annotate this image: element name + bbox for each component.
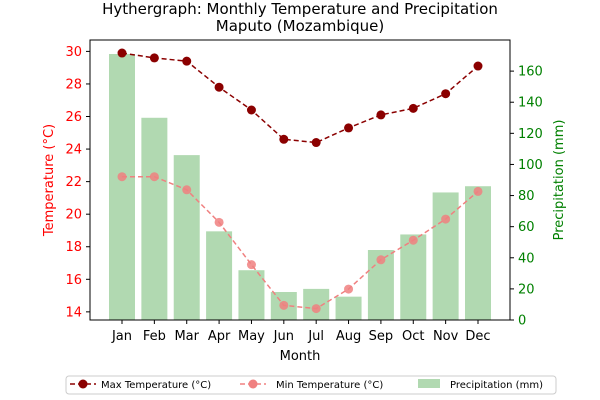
right-axis-ticks: 0 20 40 60 80 100 120 140 160	[510, 65, 543, 329]
x-tick-label: Jan	[111, 329, 132, 344]
precip-bar-dec	[465, 186, 491, 320]
x-axis-ticks: Jan Feb Mar Apr May Jun Jul Aug Sep Oct Nov Dec	[111, 320, 491, 344]
min-temp-point-sep	[376, 255, 386, 265]
right-tick-label: 80	[518, 189, 535, 204]
x-tick-label: Sep	[369, 329, 394, 344]
min-temp-point-aug	[344, 284, 354, 294]
precip-bar-nov	[432, 192, 459, 320]
chart-title: Hythergraph: Monthly Temperature and Pre…	[102, 0, 498, 18]
x-tick-label: Dec	[465, 329, 490, 344]
precip-bar-aug	[335, 296, 362, 320]
legend-precip-label: Precipitation (mm)	[450, 380, 543, 391]
right-axis-label: Precipitation (mm)	[552, 120, 567, 241]
right-tick-label: 100	[518, 158, 543, 173]
min-temp-point-oct	[408, 235, 418, 245]
max-temp-point-jun	[279, 134, 289, 144]
left-tick-label: 26	[65, 110, 82, 125]
left-tick-label: 30	[65, 45, 82, 60]
right-tick-label: 40	[518, 251, 535, 266]
legend-max-temp-label: Max Temperature (°C)	[101, 380, 211, 391]
x-tick-label: Oct	[402, 329, 424, 344]
precip-bar-jan	[109, 54, 135, 320]
precip-bar-mar	[173, 155, 200, 320]
max-temp-point-jul	[311, 138, 321, 148]
max-temp-line	[121, 52, 479, 144]
x-tick-label: Jun	[273, 329, 294, 344]
legend-max-temp-marker	[78, 379, 88, 389]
max-temp-point-dec	[473, 61, 483, 71]
precip-bar-oct	[400, 234, 427, 320]
precip-bar-apr	[206, 231, 233, 320]
min-temp-point-feb	[149, 172, 159, 182]
chart-subtitle: Maputo (Mozambique)	[216, 17, 384, 35]
right-tick-label: 140	[518, 96, 543, 111]
x-tick-label: Apr	[208, 329, 231, 344]
min-temp-line	[122, 175, 479, 310]
x-axis-label: Month	[280, 349, 321, 364]
max-temp-point-nov	[441, 89, 451, 99]
max-temp-point-apr	[214, 82, 224, 92]
left-tick-label: 24	[65, 143, 82, 158]
x-tick-label: May	[238, 329, 265, 344]
max-temp-point-oct	[408, 103, 418, 113]
min-temp-point-jul	[311, 304, 321, 314]
precipitation-bars	[109, 54, 491, 321]
right-tick-label: 120	[518, 127, 543, 142]
max-temp-point-sep	[376, 110, 386, 120]
precip-bar-feb	[141, 117, 168, 321]
temperature-lines	[117, 48, 483, 314]
min-temp-point-may	[246, 260, 256, 270]
right-tick-label: 20	[518, 282, 535, 297]
left-axis-label: Temperature (°C)	[42, 124, 57, 237]
x-tick-label: Jul	[307, 329, 324, 344]
x-tick-label: Feb	[143, 329, 166, 344]
min-temp-point-mar	[182, 185, 192, 195]
legend-precip-swatch	[418, 379, 440, 388]
max-temp-point-mar	[182, 56, 192, 66]
x-tick-label: Nov	[433, 329, 459, 344]
left-tick-label: 28	[65, 77, 82, 92]
left-tick-label: 18	[65, 240, 82, 255]
max-temp-point-aug	[344, 123, 354, 133]
min-temp-point-jan	[117, 172, 127, 182]
right-tick-label: 160	[518, 65, 543, 80]
x-tick-label: Aug	[336, 329, 361, 344]
legend-min-temp-label: Min Temperature (°C)	[276, 380, 383, 391]
x-tick-label: Mar	[174, 329, 199, 344]
plot-frame	[89, 39, 511, 321]
left-axis-ticks: 14 16 18 20 22 24 26 28 30	[65, 45, 90, 320]
min-temp-point-jun	[279, 300, 289, 310]
left-tick-label: 22	[65, 175, 82, 190]
right-tick-label: 60	[518, 220, 535, 235]
precip-bar-may	[238, 270, 265, 320]
left-tick-label: 20	[65, 208, 82, 223]
min-temp-point-apr	[214, 217, 224, 227]
max-temp-point-may	[246, 105, 256, 115]
left-tick-label: 14	[65, 305, 82, 320]
left-tick-label: 16	[65, 273, 82, 288]
legend: Max Temperature (°C) Min Temperature (°C…	[65, 375, 557, 395]
min-temp-point-dec	[473, 186, 483, 196]
min-temp-point-nov	[441, 214, 451, 224]
max-temp-point-jan	[117, 48, 127, 58]
right-tick-label: 0	[518, 314, 526, 329]
max-temp-point-feb	[149, 53, 159, 63]
legend-min-temp-marker	[248, 379, 258, 389]
